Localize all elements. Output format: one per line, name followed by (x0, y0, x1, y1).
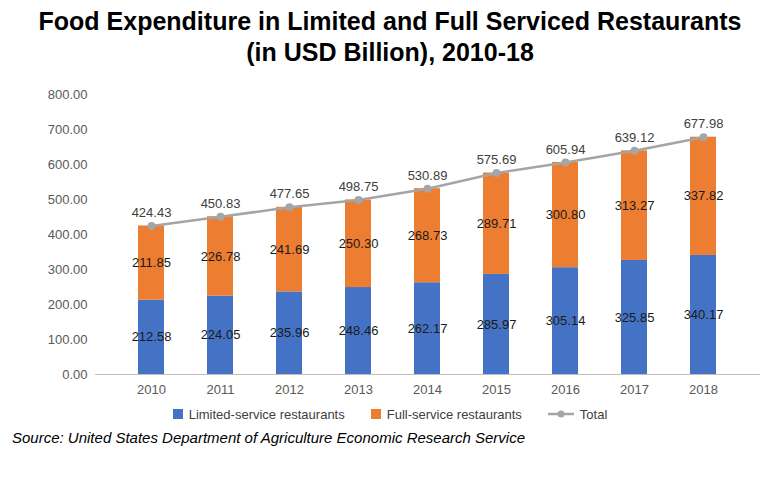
svg-text:250.30: 250.30 (339, 236, 379, 251)
svg-text:477.65: 477.65 (270, 186, 310, 201)
svg-text:285.97: 285.97 (477, 317, 517, 332)
svg-text:800.00: 800.00 (48, 87, 88, 102)
svg-text:200.00: 200.00 (48, 297, 88, 312)
svg-text:289.71: 289.71 (477, 216, 517, 231)
svg-text:600.00: 600.00 (48, 157, 88, 172)
html-text:Source: United States Departme: Source: United States Department of Agri… (12, 429, 525, 446)
svg-text:325.85: 325.85 (615, 310, 655, 325)
svg-text:337.82: 337.82 (684, 188, 724, 203)
svg-text:2014: 2014 (413, 382, 442, 397)
svg-text:2012: 2012 (275, 382, 304, 397)
svg-text:300.00: 300.00 (48, 262, 88, 277)
svg-text:677.98: 677.98 (684, 116, 724, 131)
svg-text:305.14: 305.14 (546, 313, 586, 328)
svg-text:424.43: 424.43 (132, 205, 172, 220)
svg-text:2018: 2018 (689, 382, 718, 397)
svg-text:498.75: 498.75 (339, 179, 379, 194)
svg-text:268.73: 268.73 (408, 228, 448, 243)
svg-text:100.00: 100.00 (48, 332, 88, 347)
svg-text:2015: 2015 (482, 382, 511, 397)
svg-text:2011: 2011 (207, 382, 235, 397)
svg-text:340.17: 340.17 (684, 307, 724, 322)
svg-text:212.58: 212.58 (132, 329, 172, 344)
svg-text:224.05: 224.05 (201, 327, 241, 342)
svg-text:2016: 2016 (551, 382, 580, 397)
html-text:Limited-service restaurants: Limited-service restaurants (188, 406, 345, 422)
svg-text:639.12: 639.12 (615, 130, 655, 145)
svg-text:450.83: 450.83 (201, 196, 241, 211)
svg-text:211.85: 211.85 (132, 255, 171, 270)
svg-text:248.46: 248.46 (339, 323, 379, 338)
svg-text:241.69: 241.69 (270, 242, 310, 257)
svg-text:400.00: 400.00 (48, 227, 88, 242)
svg-text:313.27: 313.27 (615, 198, 655, 213)
svg-text:300.80: 300.80 (546, 207, 586, 222)
svg-text:2010: 2010 (137, 382, 166, 397)
html-text:Food Expenditure in Limited an: Food Expenditure in Limited and Full Ser… (38, 7, 742, 66)
html-text:Total: Total (579, 406, 608, 422)
html-text:Full-service restaurants: Full-service restaurants (386, 406, 522, 422)
svg-text:226.78: 226.78 (201, 249, 241, 264)
svg-text:605.94: 605.94 (546, 142, 586, 157)
svg-text:2013: 2013 (344, 382, 373, 397)
svg-text:0.00: 0.00 (62, 367, 87, 382)
svg-text:262.17: 262.17 (408, 321, 448, 336)
svg-text:235.96: 235.96 (270, 325, 310, 340)
svg-text:530.89: 530.89 (408, 168, 448, 183)
svg-text:500.00: 500.00 (48, 192, 88, 207)
svg-text:2017: 2017 (620, 382, 649, 397)
svg-text:575.69: 575.69 (477, 152, 517, 167)
svg-text:700.00: 700.00 (48, 122, 88, 137)
